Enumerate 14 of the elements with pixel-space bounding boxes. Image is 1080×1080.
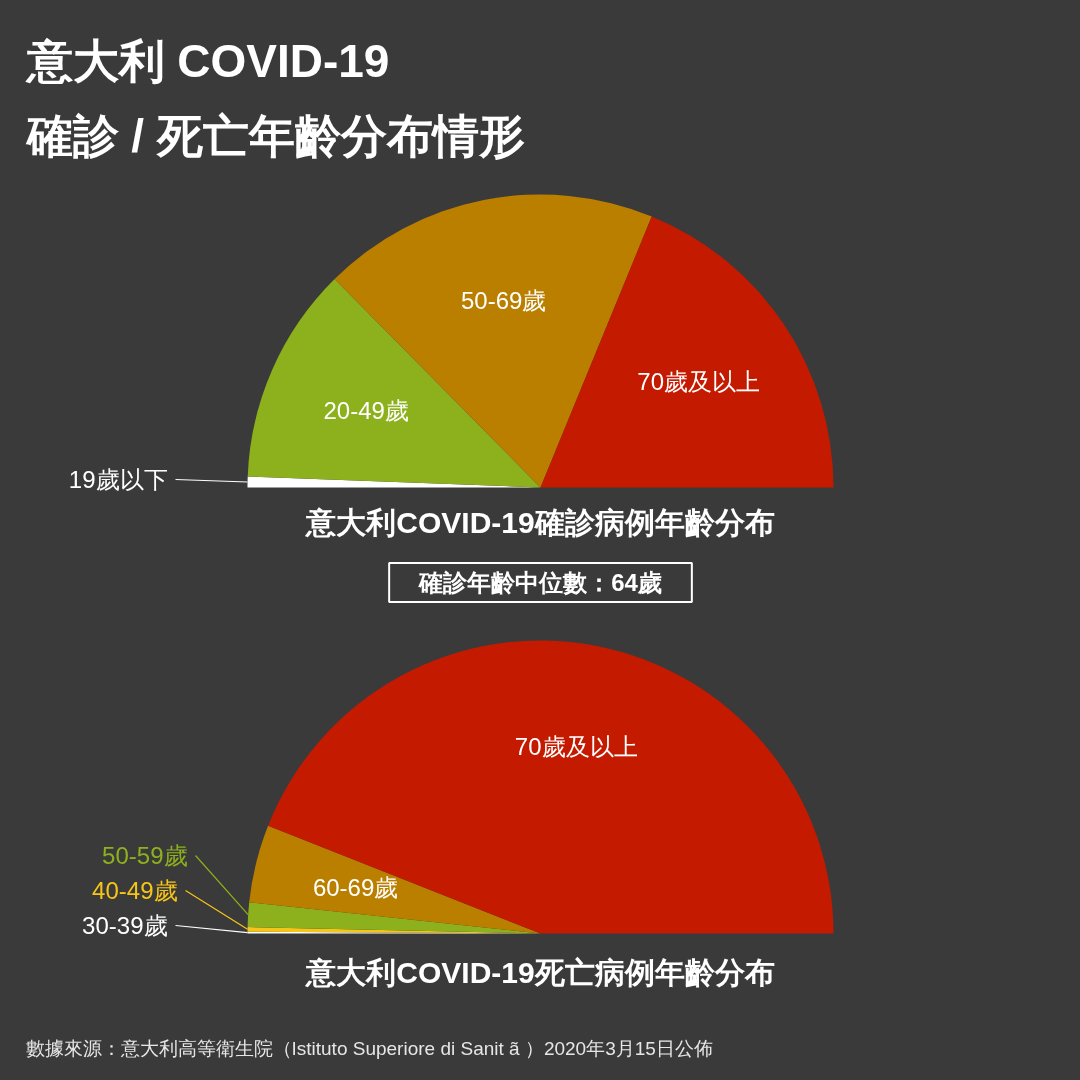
text: 數據來源：意大利高等衛生院（Istituto Superiore di Sanit ã ）2020年3月15日公佈: [25, 1038, 713, 1059]
slice-label: 70歲及以上: [637, 367, 761, 395]
slice-label: 30-39歲: [82, 912, 168, 939]
slice-label: 20-49歲: [323, 397, 409, 425]
slice-label: 40-49歲: [92, 877, 178, 904]
slice-label: 50-69歲: [460, 287, 547, 315]
slice-label: 70歲及以上: [514, 732, 638, 760]
text: 意大利COVID-19確診病例年齡分布: [304, 506, 775, 539]
text: 意大利COVID-19死亡病例年齡分布: [304, 956, 775, 989]
text: 確診年齡中位數：64歲: [418, 569, 662, 596]
chart-title: 意大利 COVID-19 確診 / 死亡年齡分布情形: [24, 34, 525, 162]
slice-label: 50-59歲: [102, 842, 188, 869]
slice-label: 19歲以下: [68, 466, 168, 493]
slice-label: 60-69歲: [312, 874, 399, 902]
